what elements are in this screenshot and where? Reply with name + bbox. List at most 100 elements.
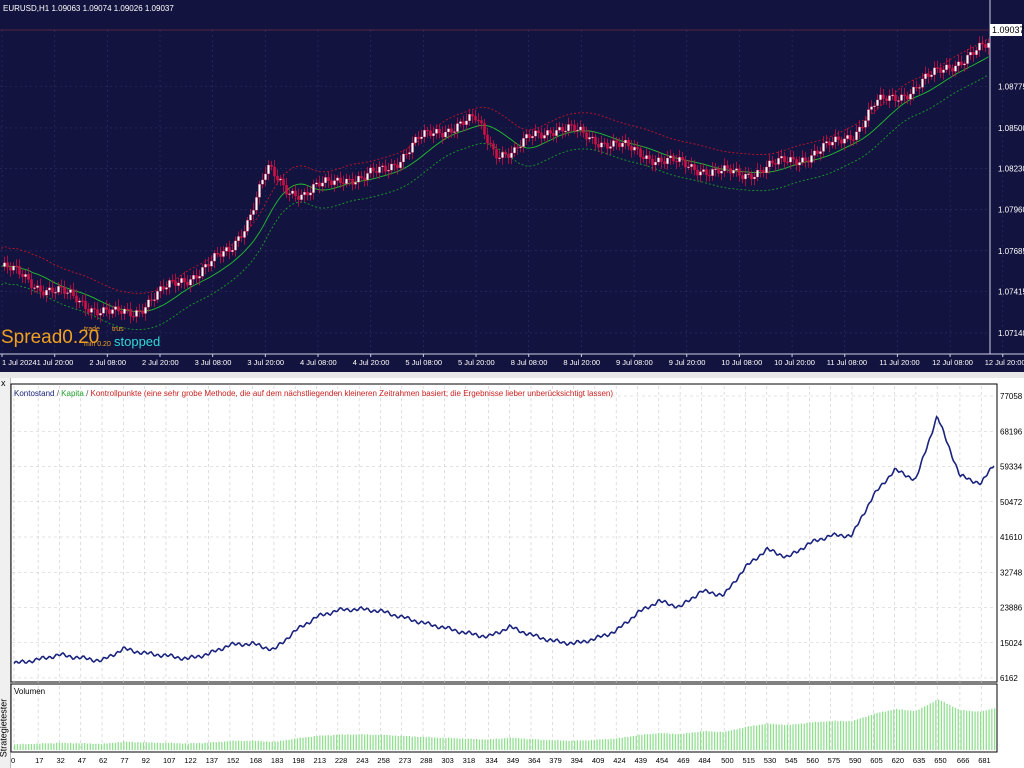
price-y-tick: 1.08775: [998, 83, 1024, 92]
price-x-axis: 1 Jul 2024 1 Jul 20:00 2 Jul 08:00 2 Jul 20…: [1, 354, 1024, 367]
tester-x-tick: 243: [356, 756, 369, 765]
tester-x-tick: 484: [698, 756, 711, 765]
legend-checkpoints: Kontrollpunkte (eine sehr grobe Methode,…: [91, 389, 614, 398]
tester-x-tick: 500: [721, 756, 734, 765]
legend-sep-2: /: [84, 389, 91, 398]
tester-x-tick: 545: [785, 756, 798, 765]
tester-x-tick: 349: [507, 756, 520, 765]
tester-x-tick: 77: [120, 756, 128, 765]
tester-x-tick: 137: [206, 756, 219, 765]
volume-bars: [14, 699, 996, 750]
tester-x-tick: 681: [978, 756, 991, 765]
tester-x-tick: 439: [635, 756, 648, 765]
tester-x-tick: 152: [227, 756, 240, 765]
tester-x-tick: 409: [592, 756, 605, 765]
small-label-trus: trus: [112, 326, 124, 333]
price-x-tick: 11 Jul 20:00: [879, 358, 919, 367]
tester-x-tick: 0: [11, 756, 15, 765]
tester-x-tick: 666: [957, 756, 970, 765]
tester-y-axis: 77058 68196 59334 50472 41610 32748 23886 15024…: [1000, 392, 1023, 683]
small-label-min: min 0.20: [84, 341, 111, 348]
tester-chart-svg: 77058 68196 59334 50472 41610 32748 23886 15024…: [10, 383, 1023, 765]
tester-x-tick: 183: [271, 756, 284, 765]
tester-x-tick: 273: [399, 756, 412, 765]
tester-x-tick: 92: [142, 756, 150, 765]
price-x-tick: 11 Jul 08:00: [827, 358, 867, 367]
price-y-tick: 1.07140: [998, 329, 1024, 338]
price-x-tick: 2 Jul 08:00: [89, 358, 126, 367]
tester-x-tick: 454: [656, 756, 669, 765]
tester-x-tick: 469: [677, 756, 690, 765]
close-icon[interactable]: x: [1, 378, 6, 388]
tester-y-tick: 41610: [1000, 533, 1023, 542]
price-x-tick: 10 Jul 08:00: [721, 358, 762, 367]
tester-x-tick: 605: [870, 756, 883, 765]
tester-x-tick: 575: [828, 756, 841, 765]
tester-y-tick: 50472: [1000, 498, 1023, 507]
legend-equity: Kapita: [61, 389, 84, 398]
price-x-tick: 8 Jul 08:00: [511, 358, 548, 367]
price-y-tick: 1.08500: [998, 124, 1024, 133]
tester-x-tick: 213: [314, 756, 327, 765]
price-x-tick: 12 Jul 08:00: [932, 358, 973, 367]
tester-x-tick: 424: [613, 756, 626, 765]
tester-legend: Kontostand / Kapita / Kontrollpunkte (ei…: [14, 389, 613, 398]
legend-balance: Kontostand: [14, 389, 54, 398]
price-x-tick: 1 Jul 2024: [2, 358, 37, 367]
price-x-tick: 5 Jul 20:00: [458, 358, 495, 367]
tester-x-tick: 530: [764, 756, 777, 765]
tester-x-tick: 620: [892, 756, 905, 765]
price-x-tick: 2 Jul 20:00: [142, 358, 179, 367]
price-x-tick: 8 Jul 20:00: [563, 358, 600, 367]
tester-y-tick: 23886: [1000, 604, 1023, 613]
price-x-tick: 4 Jul 08:00: [300, 358, 337, 367]
panel-separator[interactable]: [0, 372, 1024, 378]
price-x-tick: 9 Jul 20:00: [669, 358, 706, 367]
tester-y-tick: 6162: [1000, 674, 1018, 683]
price-y-tick: 1.07960: [998, 205, 1024, 214]
tester-x-tick: 650: [934, 756, 947, 765]
price-bands: [1, 38, 989, 331]
price-y-tick: 1.08230: [998, 165, 1024, 174]
tester-x-tick: 168: [250, 756, 263, 765]
tester-x-tick: 17: [35, 756, 43, 765]
tester-x-tick: 334: [485, 756, 498, 765]
price-chart[interactable]: 1.08775 1.08500 1.08230 1.07960 1.07685 1.074…: [0, 0, 1024, 372]
tester-grid: [12, 386, 996, 750]
price-x-tick: 3 Jul 08:00: [195, 358, 232, 367]
current-price: 1.09037: [992, 25, 1024, 35]
balance-line: [13, 415, 995, 664]
current-price-box: [990, 24, 1022, 36]
price-x-tick: 4 Jul 20:00: [353, 358, 390, 367]
tester-x-tick: 32: [56, 756, 64, 765]
price-y-tick: 1.07415: [998, 287, 1024, 296]
tester-x-tick: 258: [377, 756, 390, 765]
price-x-tick: 12 Jul 20:00: [985, 358, 1024, 367]
tester-x-tick: 515: [742, 756, 755, 765]
tester-x-tick: 379: [549, 756, 562, 765]
tester-x-tick: 47: [78, 756, 86, 765]
tester-x-tick: 394: [571, 756, 584, 765]
tester-x-tick: 62: [99, 756, 107, 765]
tester-x-tick: 107: [163, 756, 176, 765]
tester-x-tick: 228: [335, 756, 348, 765]
tester-x-tick: 122: [184, 756, 197, 765]
price-x-tick: 5 Jul 08:00: [405, 358, 442, 367]
price-y-tick: 1.07685: [998, 247, 1024, 256]
price-candles: [3, 35, 990, 324]
spread-label: Spread0.20: [1, 327, 99, 348]
price-grid: [0, 30, 1004, 354]
tester-y-tick: 59334: [1000, 463, 1023, 472]
tester-x-tick: 318: [463, 756, 476, 765]
tester-y-tick: 15024: [1000, 639, 1023, 648]
price-x-tick: 1 Jul 20:00: [37, 358, 74, 367]
tester-y-tick: 32748: [1000, 568, 1023, 577]
status-label: stopped: [114, 334, 160, 349]
price-x-tick: 3 Jul 20:00: [247, 358, 284, 367]
tester-x-tick: 303: [441, 756, 454, 765]
tester-y-tick: 77058: [1000, 392, 1023, 401]
tester-x-tick: 364: [528, 756, 541, 765]
tester-x-tick: 590: [849, 756, 862, 765]
tester-x-tick: 198: [292, 756, 305, 765]
price-x-tick: 10 Jul 20:00: [774, 358, 815, 367]
